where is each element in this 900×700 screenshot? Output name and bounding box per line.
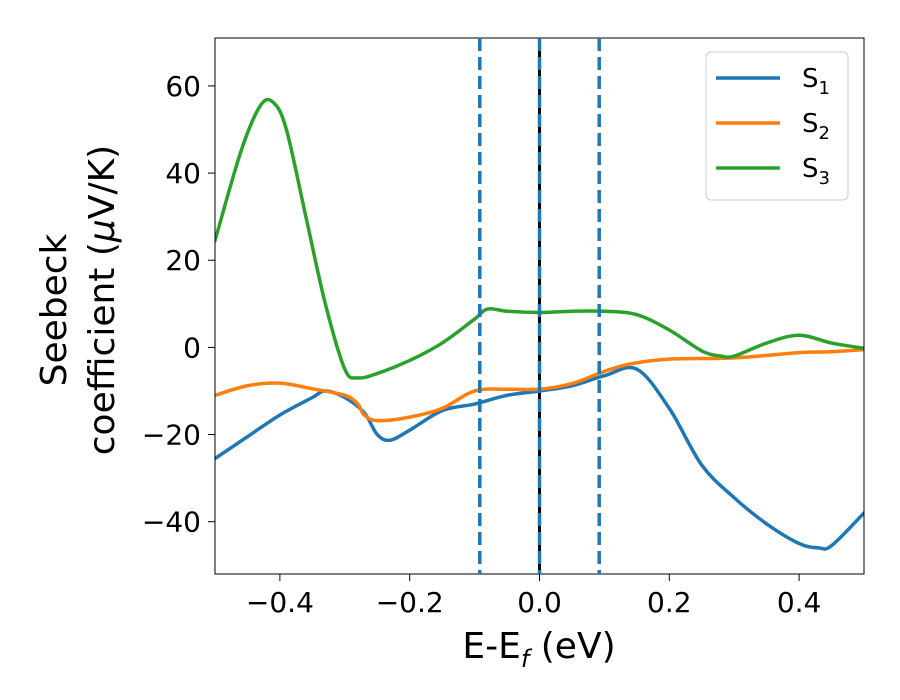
y-tick-label: 20 [165,244,201,277]
legend-entries: S1 S2 S3 [716,64,830,189]
x-axis-title: E-Ef (eV) [462,626,615,673]
legend-label-s3: S3 [802,154,830,189]
reference-lines [478,38,601,574]
y-tick-label: −40 [142,506,201,539]
x-tick-label: 0.2 [647,586,692,619]
x-axis: −0.4 −0.2 0.0 0.2 0.4 [246,574,821,619]
series-line-s2 [215,347,864,423]
legend-label-s2: S2 [802,109,830,144]
x-tick-label: −0.2 [376,586,444,619]
legend: S1 S2 S3 [705,51,849,201]
series-line-s3 [215,97,864,380]
x-tick-label: −0.4 [246,586,314,619]
y-tick-label: 40 [165,157,201,190]
legend-label-s1: S1 [802,64,830,99]
x-tick-label: 0.4 [777,586,822,619]
legend-box [705,51,849,201]
x-tick-label: 0.0 [517,586,562,619]
series-lines [215,97,864,551]
y-axis: −40 −20 0 20 40 60 [142,70,215,539]
y-tick-label: 0 [183,331,201,364]
y-axis-title-line2: coefficient (μV/K) [82,145,123,455]
y-axis-title-line1: Seebeck [34,233,75,386]
y-axis-title: Seebeck coefficient (μV/K) [34,145,123,455]
y-tick-label: 60 [165,70,201,103]
y-tick-label: −20 [142,419,201,452]
